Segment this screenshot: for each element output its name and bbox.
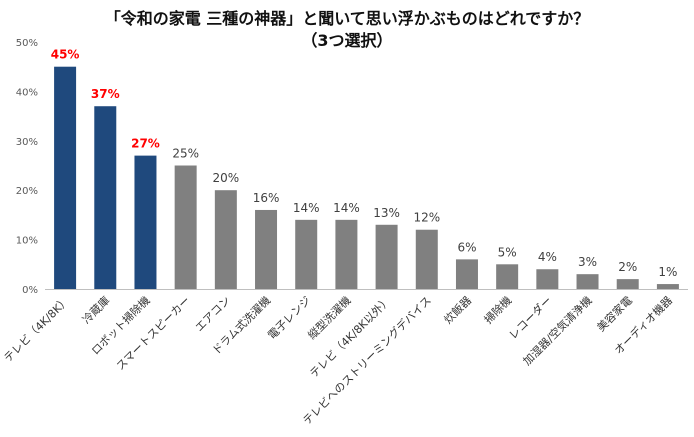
y-tick-label: 20% [16, 186, 38, 197]
y-axis-ticks: 0% 10% 20% 30% 40% 50% [16, 38, 38, 296]
category-label: 美容家電 [594, 293, 635, 334]
bars-group [54, 66, 679, 289]
bar [295, 219, 318, 289]
data-label: 4% [538, 250, 557, 264]
bar [415, 229, 438, 289]
bar [616, 279, 639, 289]
data-labels-group: 45% 37% 27% 25% 20% 16% 14% 14% 13% 12% 6% 5% 4% 3% 2%… [51, 48, 678, 279]
category-label: エアコン [193, 294, 233, 334]
data-label: 13% [373, 206, 400, 220]
data-label: 5% [498, 245, 517, 259]
data-label: 6% [457, 240, 476, 254]
data-label: 37% [91, 87, 120, 101]
data-label: 16% [253, 191, 280, 205]
bar [174, 165, 197, 289]
data-label: 45% [51, 48, 80, 62]
y-tick-label: 40% [16, 87, 38, 98]
category-label: テレビ（4K/8K） [1, 294, 72, 365]
bar [54, 66, 77, 289]
data-label: 27% [131, 137, 160, 151]
chart-title-line2: （3つ選択） [301, 31, 392, 50]
data-label: 25% [172, 147, 199, 161]
data-label: 1% [658, 265, 677, 279]
y-tick-label: 50% [16, 38, 38, 49]
data-label: 14% [333, 201, 360, 215]
bar [375, 224, 398, 289]
y-tick-label: 10% [16, 236, 38, 247]
bar [94, 106, 117, 289]
category-label: 掃除機 [481, 293, 514, 326]
category-label: 加湿器/空気清浄機 [520, 293, 595, 368]
y-tick-label: 0% [22, 285, 38, 296]
bar [455, 259, 478, 289]
data-label: 14% [293, 201, 320, 215]
bar [576, 274, 599, 289]
bar [335, 219, 358, 289]
data-label: 12% [413, 211, 440, 225]
category-label: 炊飯器 [441, 293, 474, 326]
bar [496, 264, 519, 289]
data-label: 2% [618, 260, 637, 274]
category-label: スマートスピーカー [114, 294, 193, 373]
chart-title-line1: 「令和の家電 三種の神器」と聞いて思い浮かぶものはどれですか？ [105, 9, 590, 28]
bar [134, 155, 157, 289]
data-label: 20% [213, 171, 240, 185]
bar [255, 209, 278, 289]
y-tick-label: 30% [16, 137, 38, 148]
category-label: 冷蔵庫 [79, 293, 112, 326]
data-label: 3% [578, 255, 597, 269]
bar [536, 269, 559, 289]
bar [214, 190, 237, 289]
bar [656, 284, 679, 289]
